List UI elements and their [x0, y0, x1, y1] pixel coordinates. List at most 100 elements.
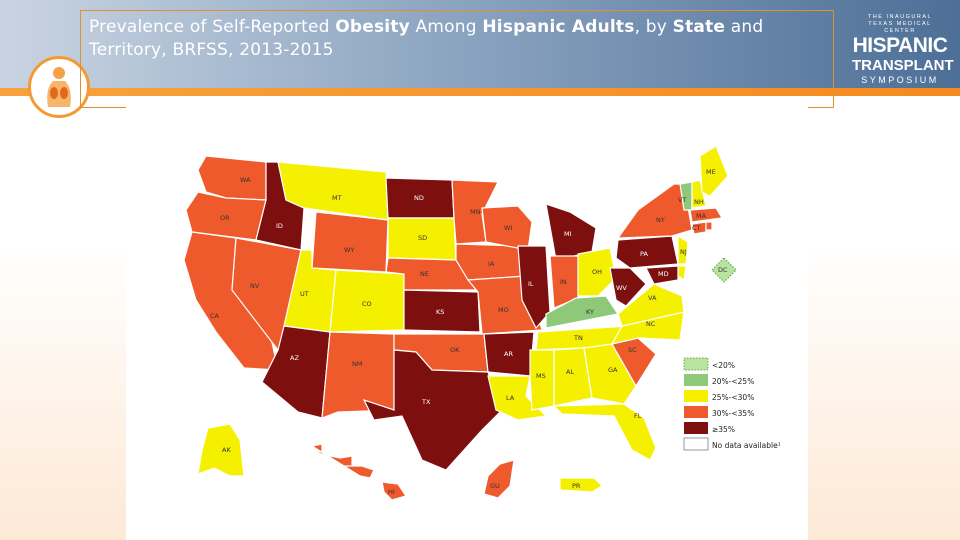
state-HI[interactable]: [381, 481, 407, 501]
state-MT[interactable]: [277, 161, 389, 221]
label-MN: MN: [470, 208, 481, 216]
brand-line-1: THE INAUGURAL: [867, 14, 933, 20]
label-NH: NH: [694, 198, 704, 206]
label-MO: MO: [498, 306, 509, 314]
state-WA[interactable]: [197, 155, 267, 201]
label-OR: OR: [220, 214, 230, 222]
label-WI: WI: [504, 224, 512, 232]
state-DC[interactable]: [711, 257, 737, 283]
header-band: [0, 0, 960, 92]
state-TX[interactable]: [362, 349, 501, 471]
symposium-logo: [28, 56, 90, 118]
label-AL: AL: [566, 368, 574, 376]
state-HI-islands[interactable]: [310, 443, 375, 479]
state-VT[interactable]: [679, 181, 693, 211]
state-RI[interactable]: [705, 221, 713, 231]
legend-label-25-30: 25%-<30%: [712, 393, 754, 402]
state-MI[interactable]: [545, 203, 597, 261]
state-PR[interactable]: [559, 477, 603, 493]
header-accent-bar: [0, 88, 960, 96]
state-MA[interactable]: [689, 207, 723, 223]
title-box: Prevalence of Self-Reported Obesity Amon…: [80, 10, 834, 108]
state-FL[interactable]: [552, 403, 657, 461]
legend-swatch-na: [683, 437, 709, 451]
title-part-bold: State: [672, 17, 726, 37]
label-TX: TX: [421, 398, 431, 406]
label-AR: AR: [504, 350, 513, 358]
label-MD: MD: [658, 270, 669, 278]
state-AK[interactable]: [197, 423, 245, 477]
title-part-bold: Hispanic Adults: [482, 17, 635, 37]
label-CA: CA: [210, 312, 220, 320]
label-NY: NY: [656, 216, 665, 224]
state-WY[interactable]: [311, 211, 389, 273]
label-PR: PR: [572, 482, 581, 490]
label-WA: WA: [240, 176, 251, 184]
label-IL: IL: [528, 280, 534, 288]
legend-label-20-25: 20%-<25%: [712, 377, 754, 386]
label-ND: ND: [414, 194, 424, 202]
state-NH[interactable]: [691, 179, 707, 209]
state-CT[interactable]: [691, 221, 707, 235]
label-OK: OK: [450, 346, 460, 354]
state-DE[interactable]: [677, 265, 687, 282]
state-IL[interactable]: [517, 245, 551, 330]
label-SD: SD: [418, 234, 427, 242]
label-LA: LA: [506, 394, 515, 402]
state-NJ[interactable]: [677, 234, 689, 265]
label-MI: MI: [564, 230, 572, 238]
us-choropleth-map: WA OR ID CA NV MT WY UT CO AZ NM ND SD N…: [183, 145, 781, 501]
state-ME[interactable]: [699, 145, 729, 197]
title-part: , by: [634, 17, 673, 37]
label-HI: HI: [388, 488, 395, 496]
title-part: Among: [409, 17, 483, 37]
label-NC: NC: [646, 320, 656, 328]
state-KY[interactable]: [545, 295, 619, 329]
state-NM[interactable]: [321, 331, 395, 419]
state-GA[interactable]: [583, 343, 637, 405]
brand-line-2: TEXAS MEDICAL CENTER: [868, 21, 932, 34]
legend-label-na: No data available¹: [712, 441, 781, 450]
label-MA: MA: [696, 212, 707, 220]
label-DC: DC: [718, 266, 728, 274]
legend-label-lt20: <20%: [712, 361, 735, 370]
state-WV[interactable]: [609, 267, 647, 307]
label-GA: GA: [608, 366, 618, 374]
label-NV: NV: [250, 282, 260, 290]
legend-swatch-25-30: [684, 390, 708, 402]
brand-line-4: TRANSPLANT: [852, 57, 954, 74]
title-part: and Territory, BRFSS, 2013-2015: [89, 17, 764, 60]
label-IA: IA: [488, 260, 495, 268]
state-GU[interactable]: [483, 459, 515, 499]
label-MS: MS: [536, 372, 546, 380]
label-WY: WY: [344, 246, 354, 254]
label-NJ: NJ: [680, 248, 687, 256]
label-PA: PA: [640, 250, 649, 258]
label-FL: FL: [634, 412, 642, 420]
title-part: Prevalence of Self-Reported: [89, 17, 336, 37]
brand-block: THE INAUGURAL TEXAS MEDICAL CENTER HISPA…: [852, 14, 954, 85]
label-KS: KS: [436, 308, 444, 316]
legend-swatch-30-35: [684, 406, 708, 418]
label-AZ: AZ: [290, 354, 299, 362]
brand-line-3: HISPANIC: [852, 34, 948, 57]
label-CT: CT: [692, 224, 701, 232]
label-MT: MT: [332, 194, 342, 202]
label-ID: ID: [276, 222, 283, 230]
state-KS[interactable]: [403, 289, 481, 333]
label-NM: NM: [352, 360, 362, 368]
label-IN: IN: [560, 278, 567, 286]
state-VA[interactable]: [617, 283, 685, 327]
state-MS[interactable]: [529, 349, 555, 411]
label-ME: ME: [706, 168, 716, 176]
kidney-figure-icon: [47, 67, 71, 107]
label-UT: UT: [300, 290, 309, 298]
state-MD[interactable]: [645, 265, 679, 285]
state-OH[interactable]: [577, 247, 617, 297]
label-NE: NE: [420, 270, 429, 278]
label-CO: CO: [362, 300, 372, 308]
state-WI[interactable]: [481, 205, 533, 251]
label-VA: VA: [648, 294, 657, 302]
title-part-bold: Obesity: [335, 17, 410, 37]
label-KY: KY: [586, 308, 594, 316]
